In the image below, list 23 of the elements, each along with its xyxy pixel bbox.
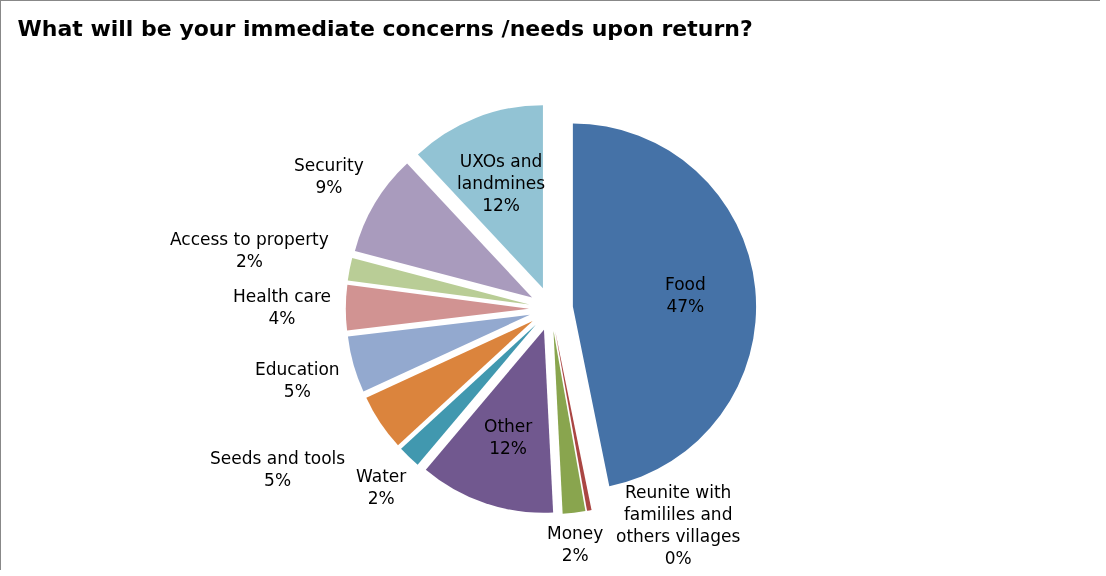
data-label: 5% (283, 381, 311, 402)
data-label: 2% (235, 251, 263, 272)
data-label: 2% (367, 488, 395, 509)
data-label: 47% (666, 296, 705, 317)
data-label: 2% (561, 545, 589, 566)
data-label: 4% (268, 308, 296, 329)
slice-label: Health care (233, 286, 332, 306)
data-label: 0% (664, 548, 692, 569)
slice-label: Seeds and tools (210, 448, 346, 468)
data-label: 9% (315, 177, 343, 198)
data-label: 12% (489, 438, 528, 459)
slice-label: UXOs and landmines (457, 151, 546, 194)
slice-label: Water (356, 466, 407, 486)
slice-label: Money (547, 523, 604, 543)
chart-title: What will be your immediate concerns /needs upon return? (17, 16, 753, 42)
slice-label: Security (294, 155, 364, 175)
slice-label: Reunite with famililes and others villages (616, 482, 741, 547)
slice-label: Access to property (170, 229, 329, 249)
slice-label: Other (484, 416, 533, 436)
slice-label: Food (665, 274, 706, 294)
slice-label: Education (255, 359, 340, 379)
data-label: 5% (264, 470, 292, 491)
data-label: 12% (482, 195, 520, 216)
